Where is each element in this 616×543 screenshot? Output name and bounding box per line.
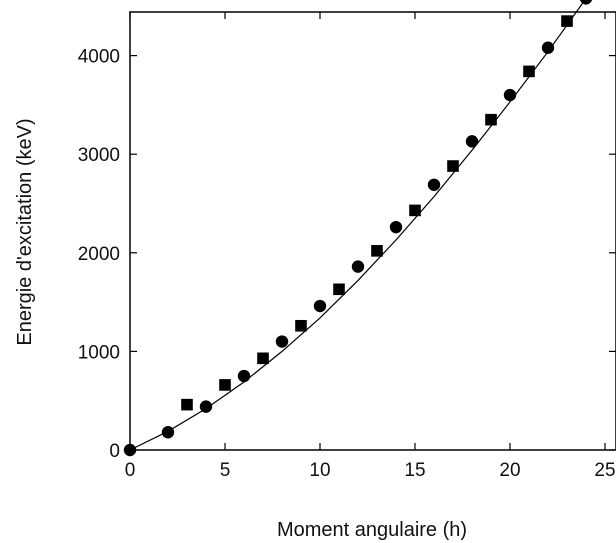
data-point-square xyxy=(219,379,231,391)
axis-ticks xyxy=(129,12,616,451)
data-point-circle xyxy=(465,135,479,148)
tick-labels: 0 5 10 15 20 25 0 1000 2000 3000 4000 xyxy=(78,47,616,481)
data-point-circle xyxy=(389,220,403,234)
x-axis-title: Moment angulaire (h) xyxy=(277,519,467,541)
data-point-square xyxy=(257,352,269,365)
data-point-circle xyxy=(161,426,175,439)
data-point-square xyxy=(523,65,535,78)
data-points xyxy=(123,0,592,457)
data-point-square xyxy=(371,245,383,257)
data-point-square xyxy=(181,398,193,411)
data-point-square xyxy=(295,319,307,332)
data-point-circle xyxy=(541,41,555,54)
x-tick-label: 5 xyxy=(220,460,231,481)
y-tick-label: 1000 xyxy=(78,342,120,363)
data-point-circle xyxy=(237,369,251,383)
y-tick-label: 4000 xyxy=(78,47,120,68)
data-point-circle xyxy=(199,400,213,413)
data-point-circle xyxy=(427,178,441,191)
data-point-square xyxy=(561,15,573,27)
data-point-square xyxy=(409,204,421,217)
data-point-circle xyxy=(123,443,137,457)
data-point-circle xyxy=(313,299,327,313)
data-point-circle xyxy=(351,260,365,273)
data-point-circle xyxy=(275,335,289,348)
y-tick-label: 0 xyxy=(109,441,120,462)
y-tick-label: 2000 xyxy=(78,244,120,265)
x-tick-label: 15 xyxy=(404,460,425,481)
y-axis-title: Energie d'excitation (keV) xyxy=(14,118,36,345)
x-tick-label: 0 xyxy=(125,460,136,481)
data-point-circle xyxy=(580,0,592,5)
fit-curve-group xyxy=(129,0,586,451)
x-tick-label: 20 xyxy=(499,460,520,481)
data-point-square xyxy=(485,113,497,126)
fit-curve xyxy=(129,0,586,451)
data-point-square xyxy=(333,283,345,296)
data-point-square xyxy=(447,160,459,172)
x-tick-label: 25 xyxy=(594,460,615,481)
x-tick-label: 10 xyxy=(309,460,330,481)
y-tick-label: 3000 xyxy=(78,145,120,166)
plot-frame xyxy=(129,11,616,451)
data-point-circle xyxy=(503,88,517,102)
